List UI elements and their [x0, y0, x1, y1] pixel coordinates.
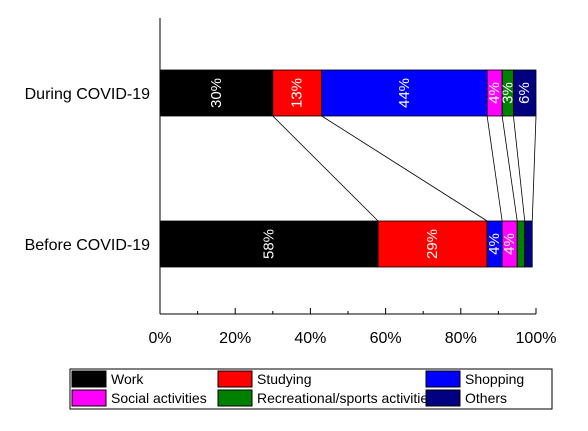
data-label: 58%: [261, 229, 278, 259]
connector-line: [501, 115, 518, 222]
legend-swatch: [71, 389, 107, 407]
bar-work-before-covid-19: [159, 220, 379, 268]
data-label: 30%: [208, 78, 225, 108]
x-tick-label: 20%: [219, 330, 251, 347]
bar-segments: 30% 13% 44% 4%3% 6%58% 29% 4%4%: [159, 69, 537, 268]
legend-swatch: [71, 370, 107, 388]
legend-label: Studying: [257, 371, 311, 387]
x-tick-label: 60%: [370, 330, 402, 347]
bar-others-before-covid-19: [524, 220, 533, 268]
legend-label: Shopping: [465, 371, 524, 387]
legend-item-studying: Studying: [217, 370, 311, 388]
connector-line: [272, 115, 379, 222]
connector-line: [321, 115, 488, 222]
data-label: 29%: [424, 229, 441, 259]
bar-shopping-during-covid-19: [321, 69, 488, 117]
x-tick-label: 0%: [148, 330, 171, 347]
legend-label: Others: [465, 390, 507, 406]
legend-label: Social activities: [111, 390, 207, 406]
bar-studying-during-covid-19: [272, 69, 323, 117]
legend-item-work: Work: [71, 370, 144, 388]
legend-item-shopping: Shopping: [425, 370, 524, 388]
legend: Work Studying Shopping Social activities Rec…: [69, 368, 553, 410]
legend-swatch: [425, 389, 461, 407]
legend-swatch: [217, 370, 253, 388]
legend-swatch: [217, 389, 253, 407]
data-label: 4%: [486, 82, 503, 104]
data-label: 3%: [499, 82, 516, 104]
category-labels: During COVID-19 Before COVID-19: [25, 86, 150, 254]
connector-line: [513, 115, 526, 222]
bar-recreational-sports-activities-before-covid-19: [516, 220, 526, 268]
legend-item-others: Others: [425, 389, 507, 407]
legend-label: Work: [111, 371, 144, 387]
bar-studying-before-covid-19: [377, 220, 488, 268]
data-label: 4%: [501, 233, 518, 255]
legend-item-recreational-sports-activities: Recreational/sports activities: [217, 389, 435, 407]
data-label: 4%: [486, 233, 503, 255]
data-label: 13%: [289, 78, 306, 108]
bar-others-during-covid-19: [513, 69, 537, 117]
legend-swatch: [425, 370, 461, 388]
x-tick-label: 100%: [516, 330, 557, 347]
x-tick-label: 40%: [294, 330, 326, 347]
x-tick-label: 80%: [445, 330, 477, 347]
x-axis: 0% 20% 40% 60% 80% 100%: [148, 18, 556, 347]
data-label: 44%: [396, 78, 413, 108]
legend-label: Recreational/sports activities: [257, 390, 435, 406]
connector-line: [531, 115, 537, 222]
category-label: During COVID-19: [25, 86, 150, 103]
legend-box: [69, 368, 553, 410]
category-label: Before COVID-19: [25, 237, 150, 254]
legend-item-social-activities: Social activities: [71, 389, 207, 407]
connector-lines: [272, 115, 537, 222]
connector-line: [486, 115, 503, 222]
data-label: 6%: [516, 82, 533, 104]
